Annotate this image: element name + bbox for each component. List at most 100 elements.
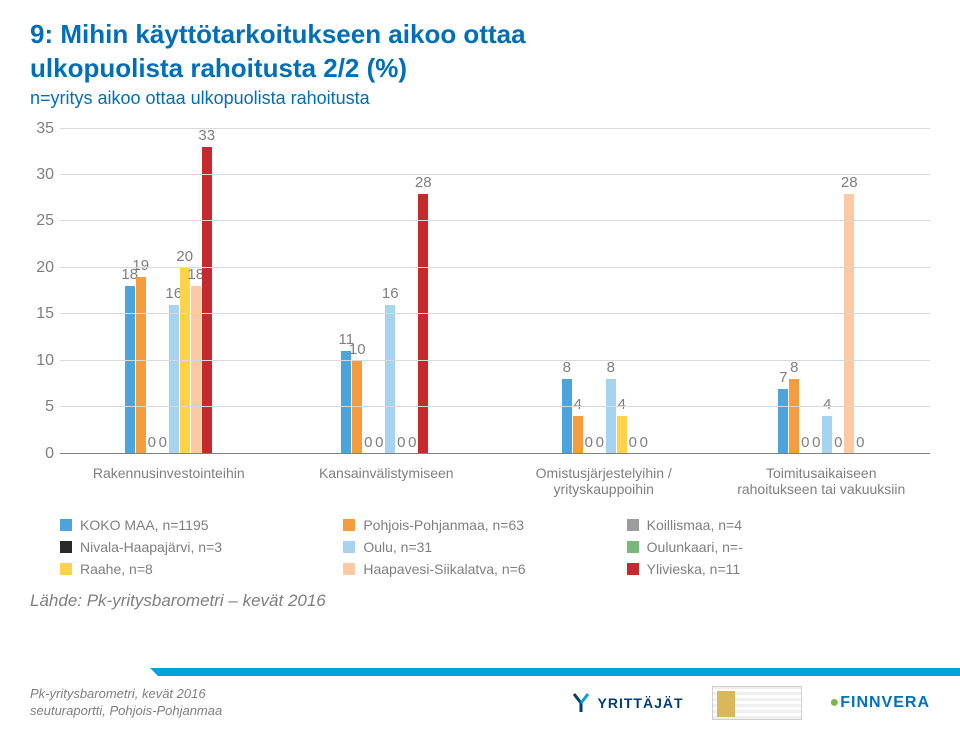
legend-item: Oulu, n=31	[343, 539, 616, 555]
bar: 16	[385, 305, 395, 454]
bar-value-label: 28	[415, 174, 432, 191]
legend-item: Ylivieska, n=11	[627, 561, 900, 577]
legend-item: Haapavesi-Siikalatva, n=6	[343, 561, 616, 577]
bar-value-label: 8	[563, 359, 571, 376]
legend-swatch	[627, 541, 639, 553]
legend-swatch	[627, 519, 639, 531]
legend-item: Oulunkaari, n=-	[627, 539, 900, 555]
bar: 19	[136, 277, 146, 453]
legend-swatch	[343, 541, 355, 553]
bar: 8	[789, 379, 799, 453]
bar-value-label: 0	[856, 434, 864, 451]
title-line-1: 9: Mihin käyttötarkoitukseen aikoo ottaa	[30, 18, 930, 52]
bar: 11	[341, 351, 351, 453]
legend-swatch	[60, 519, 72, 531]
bar: 8	[606, 379, 616, 453]
bar-value-label: 8	[790, 359, 798, 376]
y-tick: 35	[36, 120, 54, 138]
legend-label: Raahe, n=8	[80, 561, 153, 577]
bar-value-label: 0	[375, 434, 383, 451]
footer-line-2: seuturaportti, Pohjois-Pohjanmaa	[30, 703, 222, 720]
bar-value-label: 0	[397, 434, 405, 451]
bar-value-label: 0	[834, 434, 842, 451]
bar-value-label: 7	[779, 369, 787, 386]
x-axis-label: Toimitusaikaiseenrahoitukseen tai vakuuk…	[713, 459, 931, 509]
bar-value-label: 20	[176, 248, 193, 265]
footer-line-1: Pk-yritysbarometri, kevät 2016	[30, 686, 222, 703]
x-axis-label: Omistusjärjestelyihin /yrityskauppoihin	[495, 459, 713, 509]
bar-value-label: 0	[629, 434, 637, 451]
legend-item: Pohjois-Pohjanmaa, n=63	[343, 517, 616, 533]
legend-swatch	[60, 563, 72, 575]
bar: 28	[844, 194, 854, 454]
legend-label: Pohjois-Pohjanmaa, n=63	[363, 517, 524, 533]
y-tick: 25	[36, 212, 54, 230]
bar-value-label: 4	[823, 396, 831, 413]
legend-item: Nivala-Haapajärvi, n=3	[60, 539, 333, 555]
footer: Pk-yritysbarometri, kevät 2016 seuturapo…	[0, 668, 960, 738]
logo-yrittajat: YRITTÄJÄT	[570, 692, 684, 714]
bar: 18	[191, 286, 201, 453]
bar-value-label: 0	[408, 434, 416, 451]
x-axis-label: Rakennusinvestointeihin	[60, 459, 278, 509]
legend-swatch	[627, 563, 639, 575]
legend-label: Koillismaa, n=4	[647, 517, 742, 533]
bar-value-label: 19	[132, 257, 149, 274]
bar: 4	[822, 416, 832, 453]
bar: 4	[573, 416, 583, 453]
bar-group: 18190016201833	[124, 129, 212, 454]
legend-label: Oulunkaari, n=-	[647, 539, 743, 555]
y-tick: 10	[36, 352, 54, 370]
legend-swatch	[343, 563, 355, 575]
bar-value-label: 0	[585, 434, 593, 451]
bar-value-label: 0	[812, 434, 820, 451]
logo-ministry	[712, 686, 802, 720]
bar: 10	[352, 361, 362, 454]
bar-value-label: 4	[574, 396, 582, 413]
bar-value-label: 33	[198, 127, 215, 144]
legend-label: Nivala-Haapajärvi, n=3	[80, 539, 222, 555]
legend: KOKO MAA, n=1195 Pohjois-Pohjanmaa, n=63 K…	[60, 517, 900, 577]
legend-swatch	[343, 519, 355, 531]
legend-label: Ylivieska, n=11	[647, 561, 741, 577]
bar-chart: 05101520253035 1819001620183311100016002…	[30, 129, 930, 509]
x-axis-label: Kansainvälistymiseen	[278, 459, 496, 509]
source-line: Lähde: Pk-yritysbarometri – kevät 2016	[30, 591, 930, 611]
bar: 7	[778, 389, 788, 454]
legend-item: KOKO MAA, n=1195	[60, 517, 333, 533]
bar-value-label: 0	[640, 434, 648, 451]
bar-value-label: 0	[596, 434, 604, 451]
bar-value-label: 8	[607, 359, 615, 376]
bar-group: 84008400	[561, 129, 649, 454]
bar-value-label: 16	[382, 285, 399, 302]
y-tick: 15	[36, 305, 54, 323]
y-tick: 0	[45, 445, 54, 463]
bar-value-label: 0	[148, 434, 156, 451]
bar-value-label: 10	[349, 341, 366, 358]
bar: 16	[169, 305, 179, 454]
y-tick: 5	[45, 398, 54, 416]
y-tick: 30	[36, 166, 54, 184]
y-tick: 20	[36, 259, 54, 277]
legend-item: Koillismaa, n=4	[627, 517, 900, 533]
bar-value-label: 28	[841, 174, 858, 191]
bar-value-label: 4	[618, 396, 626, 413]
legend-item: Raahe, n=8	[60, 561, 333, 577]
bar-value-label: 0	[159, 434, 167, 451]
legend-swatch	[60, 541, 72, 553]
bar: 8	[562, 379, 572, 453]
bar: 18	[125, 286, 135, 453]
legend-label: Haapavesi-Siikalatva, n=6	[363, 561, 525, 577]
title-line-2: ulkopuolista rahoitusta 2/2 (%)	[30, 52, 930, 86]
subtitle: n=yritys aikoo ottaa ulkopuolista rahoit…	[30, 88, 930, 109]
bar-group: 111000160028	[341, 129, 433, 454]
footer-stripe	[0, 668, 960, 676]
bar: 4	[617, 416, 627, 453]
bar: 28	[418, 194, 428, 454]
bar-group: 780040280	[778, 129, 866, 454]
bar-value-label: 0	[801, 434, 809, 451]
bar-value-label: 0	[364, 434, 372, 451]
legend-label: KOKO MAA, n=1195	[80, 517, 209, 533]
bar: 33	[202, 147, 212, 453]
legend-label: Oulu, n=31	[363, 539, 432, 555]
